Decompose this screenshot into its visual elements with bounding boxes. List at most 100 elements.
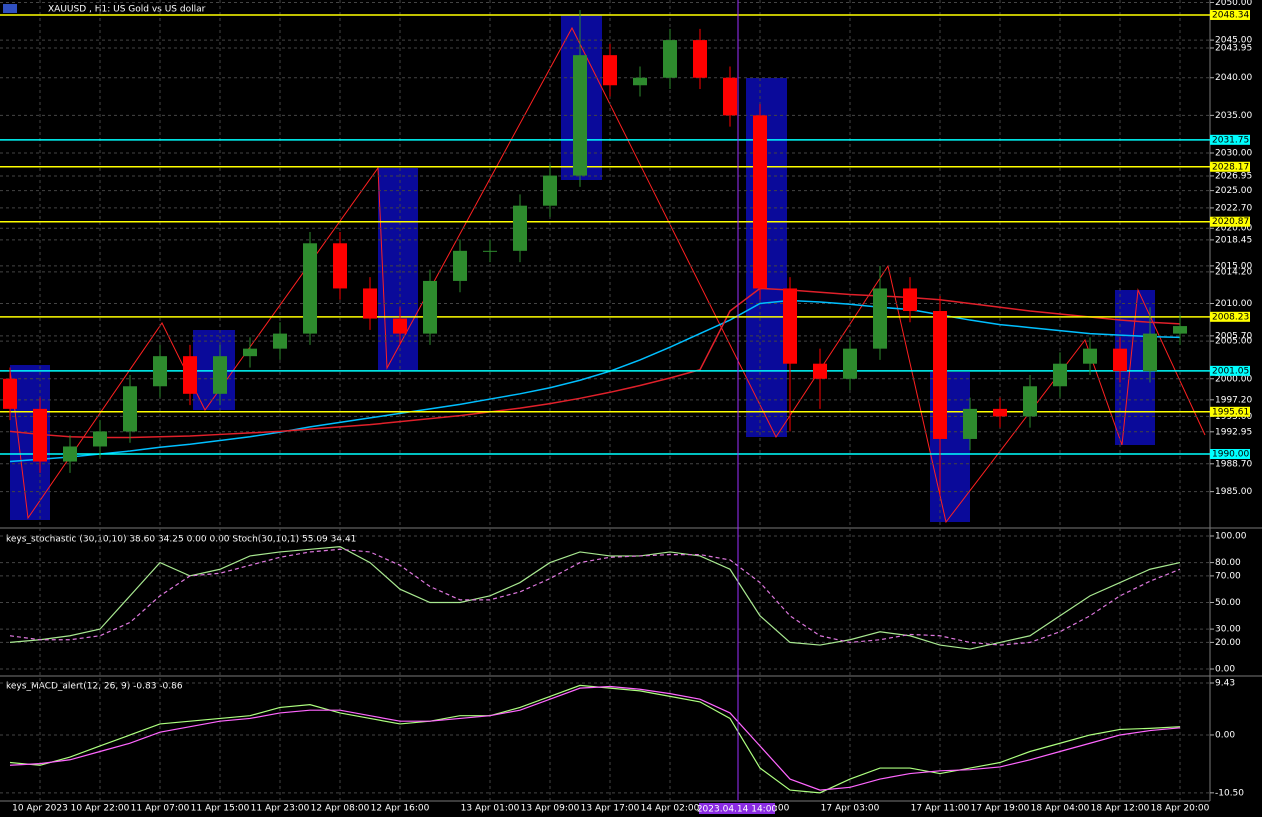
indicator-title: keys_MACD_alert(12, 26, 9) -0.83 -0.86	[6, 682, 183, 692]
y-tick-label: 20.00	[1215, 638, 1241, 648]
x-tick-label: 17 Apr 11:00	[911, 804, 970, 814]
y-tick-label: 2010.00	[1215, 299, 1252, 309]
y-tick-label: 9.43	[1215, 679, 1235, 689]
level-label: 2031.75	[1212, 135, 1249, 145]
indicator-line	[9, 685, 1181, 791]
candle-body	[363, 288, 377, 319]
y-tick-label: 100.00	[1215, 531, 1247, 541]
level-label: 2020.87	[1212, 217, 1249, 227]
y-tick-label: 2005.70	[1215, 331, 1252, 341]
candle-body	[903, 288, 917, 312]
candle-body	[33, 408, 47, 462]
candle-body	[633, 77, 647, 86]
candle-body	[183, 356, 197, 394]
level-label-bg	[1210, 311, 1250, 322]
y-tick-label: 0.00	[1215, 730, 1235, 740]
level-label: 2008.23	[1212, 312, 1249, 322]
indicator-line	[9, 546, 1181, 650]
y-tick-label: 2035.00	[1215, 111, 1252, 121]
x-tick-label: 13 Apr 17:00	[581, 804, 640, 814]
x-tick-label: 12 Apr 08:00	[311, 804, 370, 814]
y-tick-label: 2022.70	[1215, 203, 1252, 213]
level-label-bg	[1210, 216, 1250, 227]
candle-body	[573, 55, 587, 176]
x-tick-label: 14 Apr 02:00	[641, 804, 700, 814]
y-tick-label: 2045.00	[1215, 36, 1252, 46]
level-label: 2001.05	[1212, 366, 1249, 376]
level-label-bg	[1210, 365, 1250, 376]
candle-body	[423, 280, 437, 334]
candle-body	[333, 243, 347, 289]
y-tick-label: 30.00	[1215, 625, 1241, 635]
x-tick-label: 11 Apr 23:00	[251, 804, 310, 814]
cursor-label-bg	[699, 803, 775, 814]
box	[378, 168, 418, 370]
x-tick-label: 11 Apr 15:00	[191, 804, 250, 814]
candle-body	[1053, 363, 1067, 387]
x-tick-label: 13 Apr 09:00	[521, 804, 580, 814]
candle-body	[963, 408, 977, 439]
candle-body	[543, 175, 557, 206]
indicator-title: keys_stochastic (30,10,10) 38.60 34.25 0…	[6, 535, 356, 545]
candle-body	[273, 333, 287, 349]
candle-body	[1143, 333, 1157, 372]
candle-body	[1083, 348, 1097, 364]
level-label-bg	[1210, 134, 1250, 145]
y-tick-label: 80.00	[1215, 558, 1241, 568]
candle-body	[303, 243, 317, 334]
candle-body	[813, 363, 827, 379]
y-tick-label: 1997.20	[1215, 395, 1252, 405]
y-tick-label: 2043.95	[1215, 44, 1252, 54]
candle-body	[153, 356, 167, 387]
candle-body	[663, 40, 677, 78]
candle-body	[753, 115, 767, 289]
candle-body	[1113, 348, 1127, 372]
level-label: 1990.00	[1212, 450, 1249, 460]
candle-body	[693, 40, 707, 78]
symbol-icon	[3, 4, 17, 13]
candle-body	[993, 408, 1007, 417]
y-tick-label: 2015.00	[1215, 261, 1252, 271]
y-tick-label: 1988.70	[1215, 459, 1252, 469]
level-label: 2028.17	[1212, 162, 1249, 172]
candle-body	[603, 55, 617, 86]
x-tick-label: 10 Apr 2023	[12, 804, 68, 814]
y-tick-label: 2030.00	[1215, 148, 1252, 158]
candle-body	[123, 386, 137, 432]
moving-average	[9, 299, 1181, 463]
candle-body	[3, 378, 17, 409]
candle-body	[453, 250, 467, 281]
y-tick-label: 2050.00	[1215, 0, 1252, 8]
y-tick-label: 1985.00	[1215, 487, 1252, 497]
y-tick-label: 2025.00	[1215, 186, 1252, 196]
y-tick-label: 2020.00	[1215, 224, 1252, 234]
x-tick-label: 18 Apr 20:00	[1151, 804, 1210, 814]
candle-body	[783, 288, 797, 364]
candle-body	[93, 431, 107, 447]
y-tick-label: 1992.95	[1215, 427, 1252, 437]
level-label-bg	[1210, 9, 1250, 20]
y-tick-label: 2014.20	[1215, 267, 1252, 277]
x-tick-label: 18 Apr 04:00	[1031, 804, 1090, 814]
y-tick-label: 2000.00	[1215, 374, 1252, 384]
level-label: 1995.61	[1212, 407, 1249, 417]
candle-body	[933, 311, 947, 439]
y-tick-label: 50.00	[1215, 598, 1241, 608]
level-label-bg	[1210, 161, 1250, 172]
candle-body	[843, 348, 857, 379]
moving-average	[9, 287, 1181, 439]
candle-body	[243, 348, 257, 357]
x-tick-label: 13 Apr 01:00	[461, 804, 520, 814]
candle-body	[873, 288, 887, 349]
level-label-bg	[1210, 406, 1250, 417]
x-tick-label: 12 Apr 16:00	[371, 804, 430, 814]
candle-body	[1023, 386, 1037, 417]
x-tick-label: 17 Apr 19:00	[971, 804, 1030, 814]
zigzag	[9, 26, 1206, 524]
candle-body	[63, 446, 77, 462]
chart-title: XAUUSD , H1: US Gold vs US dollar	[48, 5, 206, 15]
y-tick-label: 2040.00	[1215, 73, 1252, 83]
candle-body	[483, 250, 497, 252]
